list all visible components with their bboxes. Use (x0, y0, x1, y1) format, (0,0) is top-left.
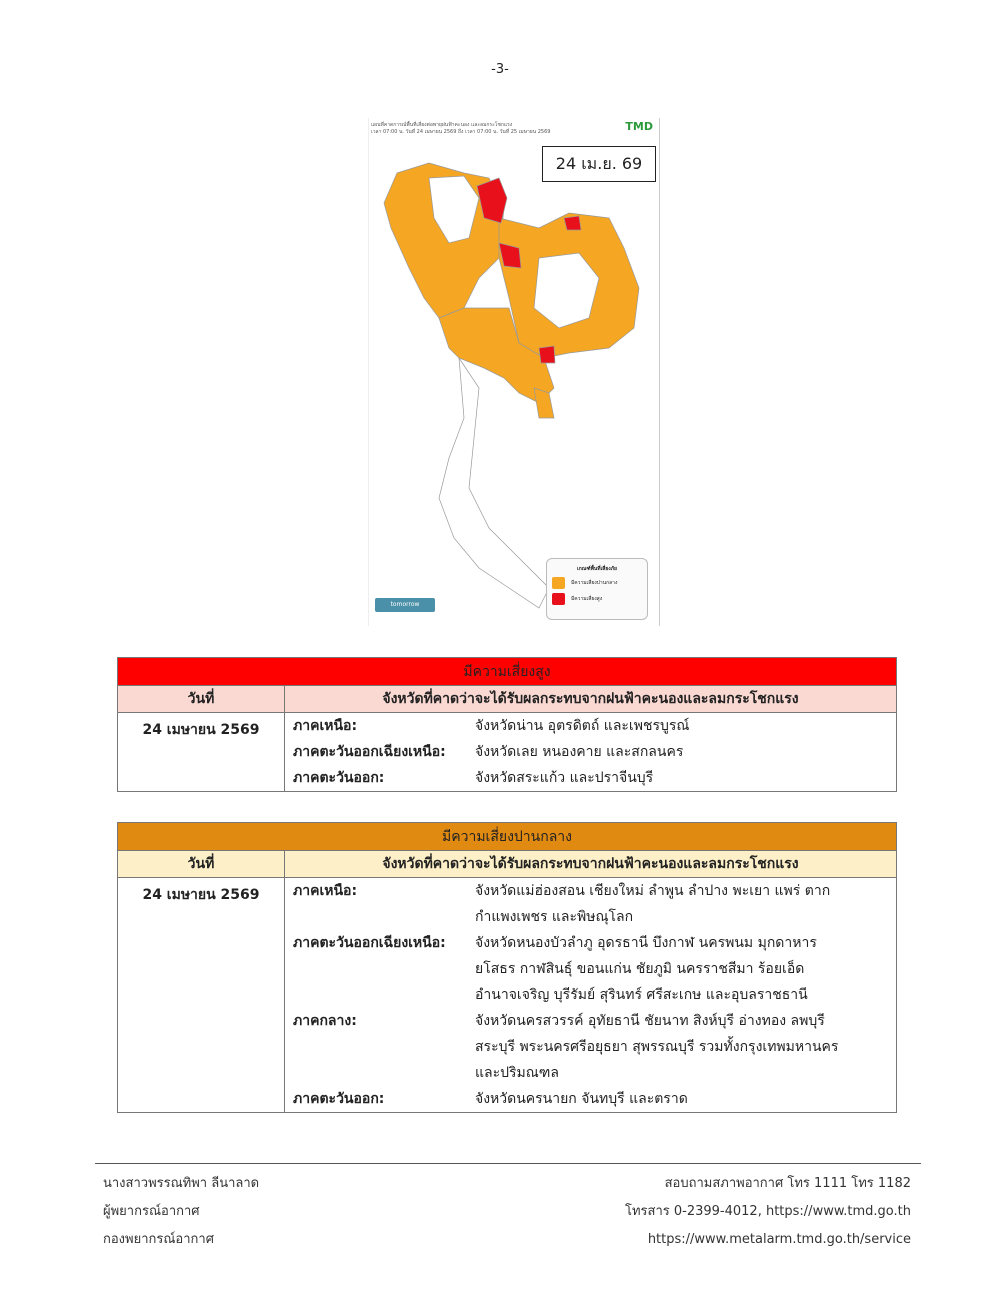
map-title: แผนที่คาดการณ์พื้นที่เสี่ยงต่อพายุฝนฟ้าค… (371, 122, 550, 136)
map-date-label: 24 เม.ย. 69 (542, 146, 656, 182)
contact-info: สอบถามสภาพอากาศ โทร 1111 โทร 1182 โทรสาร… (625, 1170, 911, 1254)
white-areas (428, 175, 480, 244)
high-risk-area (538, 345, 556, 364)
forecaster-info: นางสาวพรรณทิพา ลีนาลาด ผู้พยากรณ์อากาศ ก… (103, 1170, 259, 1254)
region-label: ภาคตะวันออกเฉียงเหนือ: (293, 744, 446, 760)
region-label: ภาคตะวันออก: (293, 1091, 385, 1107)
col-provinces: จังหวัดที่คาดว่าจะได้รับผลกระทบจากฝนฟ้าค… (284, 685, 897, 713)
red-swatch (552, 593, 565, 605)
risk-map: แผนที่คาดการณ์พื้นที่เสี่ยงต่อพายุฝนฟ้าค… (368, 118, 660, 626)
region-provinces: จังหวัดสระแก้ว และปราจีนบุรี (475, 770, 654, 786)
south-peninsula (438, 357, 550, 609)
medium-risk-title: มีความเสี่ยงปานกลาง (117, 822, 897, 851)
region-label: ภาคเหนือ: (293, 718, 358, 734)
region-provinces: จังหวัดหนองบัวลำภู อุดรธานี บึงกาฬ นครพน… (475, 930, 888, 1008)
map-title-line: แผนที่คาดการณ์พื้นที่เสี่ยงต่อพายุฝนฟ้าค… (371, 122, 513, 128)
legend-label: มีความเสี่ยงปานกลาง (571, 580, 618, 586)
orange-swatch (552, 577, 565, 589)
forecaster-title: ผู้พยากรณ์อากาศ (103, 1204, 200, 1219)
provinces-line: จังหวัดแม่ฮ่องสอน เชียงใหม่ ลำพูน ลำปาง … (475, 883, 831, 899)
region-label: ภาคตะวันออก: (293, 770, 385, 786)
thailand-map-graphic (383, 162, 640, 609)
region-provinces: จังหวัดแม่ฮ่องสอน เชียงใหม่ ลำพูน ลำปาง … (475, 878, 888, 930)
provinces-line: และปริมณฑล (475, 1065, 559, 1081)
high-risk-area (498, 242, 522, 269)
region-provinces: จังหวัดเลย หนองคาย และสกลนคร (475, 744, 684, 760)
date-cell: 24 เมษายน 2569 (117, 877, 285, 1113)
legend-item: มีความเสี่ยงสูง (552, 593, 642, 605)
region-label: ภาคกลาง: (293, 1013, 357, 1029)
high-risk-table: มีความเสี่ยงสูง วันที่ จังหวัดที่คาดว่าจ… (117, 657, 897, 792)
col-date: วันที่ (117, 850, 285, 878)
medium-risk-table: มีความเสี่ยงปานกลาง วันที่ จังหวัดที่คาด… (117, 822, 897, 1113)
provinces-line: กำแพงเพชร และพิษณุโลก (475, 909, 634, 925)
high-risk-area (476, 177, 508, 224)
forecaster-name: นางสาวพรรณทิพา ลีนาลาด (103, 1176, 260, 1191)
high-risk-area (563, 215, 582, 231)
legend-label: มีความเสี่ยงสูง (571, 596, 603, 602)
legend-item: มีความเสี่ยงปานกลาง (552, 577, 642, 589)
forecaster-division: กองพยากรณ์อากาศ (103, 1232, 214, 1247)
contact-service-url: https://www.metalarm.tmd.go.th/service (647, 1232, 911, 1247)
provinces-line: จังหวัดหนองบัวลำภู อุดรธานี บึงกาฬ นครพน… (475, 935, 817, 951)
regions-cell: ภาคเหนือ: จังหวัดน่าน อุตรดิตถ์ และเพชรบู… (284, 712, 897, 792)
tmd-logo: TMD (625, 120, 653, 133)
region-label: ภาคเหนือ: (293, 883, 358, 899)
provinces-line: ยโสธร กาฬสินธุ์ ขอนแก่น ชัยภูมิ นครราชสี… (475, 961, 805, 977)
tomorrow-badge: tomorrow (375, 598, 435, 612)
white-areas (533, 252, 600, 329)
provinces-line: จังหวัดนครสวรรค์ อุทัยธานี ชัยนาท สิงห์บ… (475, 1013, 825, 1029)
contact-phone: สอบถามสภาพอากาศ โทร 1111 โทร 1182 (664, 1176, 911, 1191)
east-region (533, 387, 555, 419)
col-date: วันที่ (117, 685, 285, 713)
region-provinces: จังหวัดน่าน อุตรดิตถ์ และเพชรบูรณ์ (475, 718, 690, 734)
region-label: ภาคตะวันออกเฉียงเหนือ: (293, 935, 446, 951)
map-subtitle-line: เวลา 07:00 น. วันที่ 24 เมษายน 2569 ถึง … (371, 129, 551, 135)
legend-title: เกณฑ์พื้นที่เสี่ยงภัย (577, 566, 617, 572)
regions-cell: ภาคเหนือ: จังหวัดแม่ฮ่องสอน เชียงใหม่ ลำพ… (284, 877, 897, 1113)
region-provinces: จังหวัดนครนายก จันทบุรี และตราด (475, 1091, 688, 1107)
col-provinces: จังหวัดที่คาดว่าจะได้รับผลกระทบจากฝนฟ้าค… (284, 850, 897, 878)
region-provinces: จังหวัดนครสวรรค์ อุทัยธานี ชัยนาท สิงห์บ… (475, 1008, 888, 1086)
date-cell: 24 เมษายน 2569 (117, 712, 285, 792)
provinces-line: อำนาจเจริญ บุรีรัมย์ สุรินทร์ ศรีสะเกษ แ… (475, 987, 808, 1003)
page-number: -3- (491, 62, 509, 77)
provinces-line: สระบุรี พระนครศรีอยุธยา สุพรรณบุรี รวมทั… (475, 1039, 839, 1055)
contact-fax-web: โทรสาร 0-2399-4012, https://www.tmd.go.t… (625, 1204, 911, 1219)
high-risk-title: มีความเสี่ยงสูง (117, 657, 897, 686)
footer: นางสาวพรรณทิพา ลีนาลาด ผู้พยากรณ์อากาศ ก… (95, 1163, 921, 1247)
map-legend: เกณฑ์พื้นที่เสี่ยงภัย มีความเสี่ยงปานกลา… (546, 558, 648, 620)
